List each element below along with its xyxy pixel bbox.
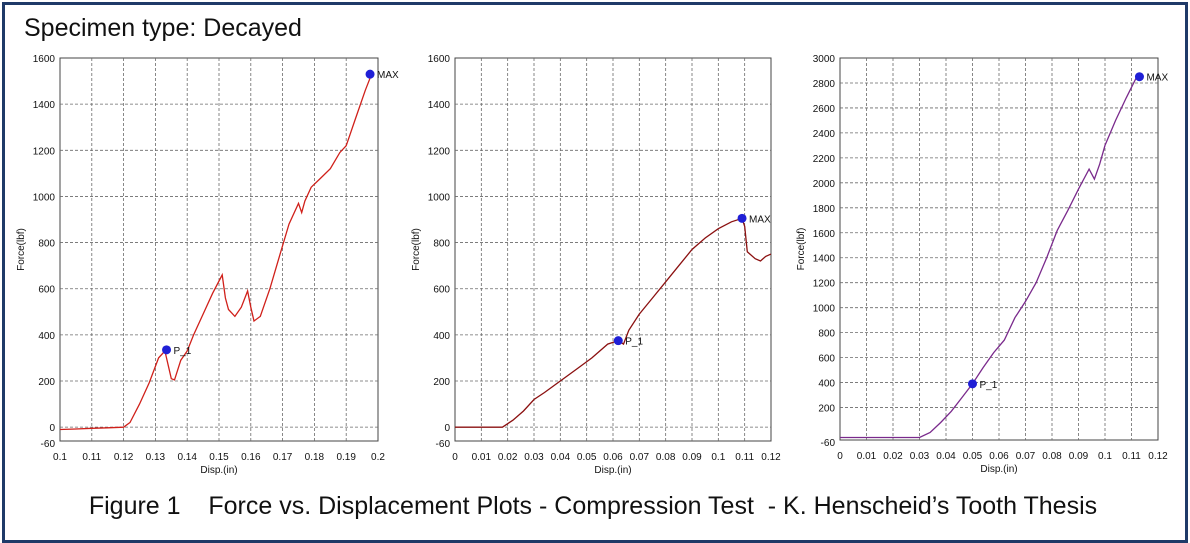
y-tick-label: 1800 <box>813 204 836 215</box>
y-tick-label: 1200 <box>33 146 56 157</box>
marker-label: P_1 <box>625 337 643 348</box>
x-axis-label: Disp.(in) <box>980 464 1017 475</box>
y-tick-label: 600 <box>433 285 450 296</box>
y-tick-label: -60 <box>821 438 836 449</box>
x-tick-label: 0.02 <box>883 451 903 462</box>
y-tick-label: 200 <box>818 404 835 415</box>
y-tick-label: 1000 <box>33 192 56 203</box>
y-axis-label: Force(lbf) <box>16 228 27 271</box>
x-axis-label: Disp.(in) <box>594 465 631 476</box>
y-tick-label: 1600 <box>33 54 56 65</box>
x-tick-label: 0.16 <box>241 452 261 463</box>
marker-p1-point <box>162 345 172 355</box>
x-tick-label: 0.2 <box>371 452 385 463</box>
y-tick-label: 0 <box>444 423 450 434</box>
marker-label: MAX <box>749 214 771 225</box>
y-tick-label: 1400 <box>428 100 451 111</box>
x-tick-label: 0.1 <box>53 452 67 463</box>
x-tick-label: 0.04 <box>551 452 571 463</box>
marker-p1-point <box>613 336 623 346</box>
y-tick-label: 200 <box>433 377 450 388</box>
y-tick-label: 200 <box>38 377 55 388</box>
x-tick-label: 0.08 <box>656 452 676 463</box>
x-tick-label: 0 <box>452 452 458 463</box>
x-tick-label: 0.1 <box>711 452 725 463</box>
specimen-title: Specimen type: Decayed <box>24 14 302 42</box>
marker-max-point <box>737 213 747 223</box>
marker-label: P_1 <box>174 346 192 357</box>
x-tick-label: 0.06 <box>989 451 1009 462</box>
x-tick-label: 0.1 <box>1098 451 1112 462</box>
x-axis-label: Disp.(in) <box>200 465 237 476</box>
y-tick-label: -60 <box>41 439 56 450</box>
y-tick-label: 600 <box>38 285 55 296</box>
y-tick-label: 800 <box>433 239 450 250</box>
force-curve-left <box>60 73 373 431</box>
y-axis-label: Force(lbf) <box>411 228 422 271</box>
y-tick-label: 1200 <box>428 146 451 157</box>
y-tick-label: 2800 <box>813 79 836 90</box>
x-tick-label: 0.07 <box>630 452 650 463</box>
x-tick-label: 0.03 <box>910 451 930 462</box>
x-tick-label: 0.12 <box>114 452 134 463</box>
marker-max-point <box>1134 72 1144 82</box>
x-tick-label: 0.11 <box>735 452 754 463</box>
x-tick-label: 0.19 <box>336 452 356 463</box>
x-tick-label: 0 <box>837 451 843 462</box>
x-tick-label: 0.13 <box>146 452 166 463</box>
x-tick-label: 0.12 <box>761 452 781 463</box>
y-axis-label: Force(lbf) <box>796 228 807 271</box>
x-tick-label: 0.02 <box>498 452 518 463</box>
y-tick-label: 3000 <box>813 54 836 65</box>
x-tick-label: 0.17 <box>273 452 293 463</box>
y-tick-label: 1000 <box>428 192 451 203</box>
x-tick-label: 0.11 <box>1122 451 1141 462</box>
y-tick-label: 1200 <box>813 279 836 290</box>
marker-label: MAX <box>1146 73 1168 84</box>
x-tick-label: 0.03 <box>524 452 544 463</box>
y-tick-label: 2400 <box>813 129 836 140</box>
y-tick-label: 0 <box>49 423 55 434</box>
y-tick-label: 600 <box>818 354 835 365</box>
x-tick-label: 0.01 <box>857 451 877 462</box>
y-tick-label: 1600 <box>813 229 836 240</box>
x-tick-label: 0.07 <box>1016 451 1036 462</box>
y-tick-label: 1400 <box>813 254 836 265</box>
marker-max-point <box>365 69 375 79</box>
x-tick-label: 0.09 <box>1069 451 1089 462</box>
marker-label: MAX <box>377 70 399 81</box>
y-tick-label: 2600 <box>813 104 836 115</box>
x-tick-label: 0.05 <box>577 452 597 463</box>
marker-label: P_1 <box>980 380 998 391</box>
x-tick-label: 0.18 <box>305 452 325 463</box>
x-tick-label: 0.04 <box>936 451 956 462</box>
x-tick-label: 0.11 <box>82 452 101 463</box>
figure-caption: Figure 1 Force vs. Displacement Plots - … <box>88 492 1098 520</box>
x-tick-label: 0.05 <box>963 451 983 462</box>
y-tick-label: 1600 <box>428 54 451 65</box>
y-tick-label: 2000 <box>813 179 836 190</box>
x-tick-label: 0.09 <box>682 452 702 463</box>
y-tick-label: 1000 <box>813 304 836 315</box>
y-tick-label: 800 <box>38 239 55 250</box>
y-tick-label: 1400 <box>33 100 56 111</box>
x-tick-label: 0.15 <box>209 452 229 463</box>
y-tick-label: 2200 <box>813 154 836 165</box>
y-tick-label: 400 <box>38 331 55 342</box>
y-tick-label: 800 <box>818 329 835 340</box>
force-curve-right <box>840 76 1138 439</box>
x-tick-label: 0.06 <box>603 452 623 463</box>
x-tick-label: 0.01 <box>472 452 492 463</box>
marker-p1-point <box>968 379 977 389</box>
y-tick-label: -60 <box>436 439 451 450</box>
force-curve-middle <box>455 217 771 428</box>
y-tick-label: 400 <box>433 331 450 342</box>
y-tick-label: 400 <box>818 379 835 390</box>
x-tick-label: 0.14 <box>177 452 197 463</box>
x-tick-label: 0.12 <box>1148 451 1168 462</box>
x-tick-label: 0.08 <box>1042 451 1062 462</box>
